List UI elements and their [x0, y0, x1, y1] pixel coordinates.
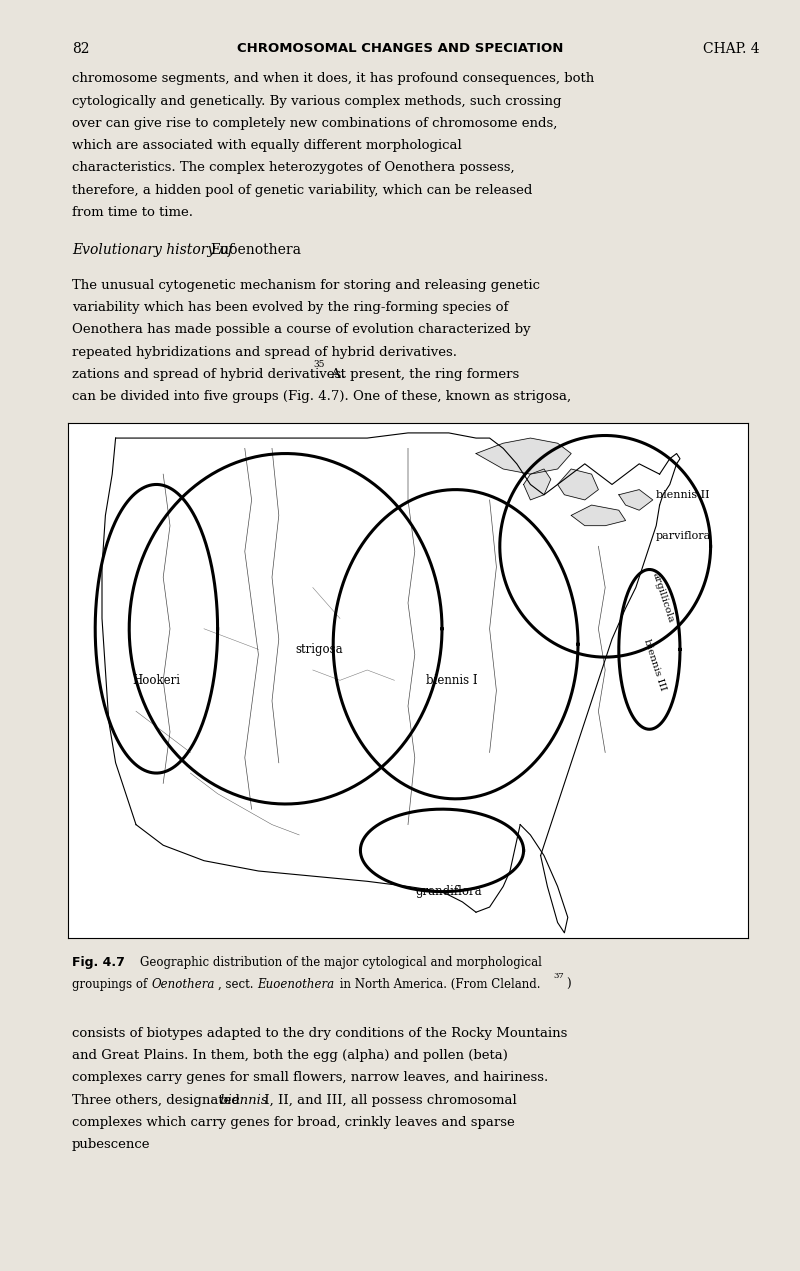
Text: argillicola: argillicola	[650, 572, 675, 624]
Text: cytologically and genetically. By various complex methods, such crossing: cytologically and genetically. By variou…	[72, 95, 562, 108]
Text: Fig. 4.7: Fig. 4.7	[72, 956, 125, 969]
Text: over can give rise to completely new combinations of chromosome ends,: over can give rise to completely new com…	[72, 117, 558, 130]
Text: from time to time.: from time to time.	[72, 206, 193, 219]
Text: strigosa: strigosa	[296, 643, 343, 656]
Text: 82: 82	[72, 42, 90, 56]
Text: pubescence: pubescence	[72, 1139, 150, 1152]
Polygon shape	[558, 469, 598, 500]
Text: CHAP. 4: CHAP. 4	[703, 42, 760, 56]
Text: biennis III: biennis III	[642, 638, 667, 691]
Text: The unusual cytogenetic mechanism for storing and releasing genetic: The unusual cytogenetic mechanism for st…	[72, 278, 540, 292]
Text: and Great Plains. In them, both the egg (alpha) and pollen (beta): and Great Plains. In them, both the egg …	[72, 1050, 508, 1063]
Text: grandiflora: grandiflora	[415, 885, 482, 899]
Text: Three others, designated: Three others, designated	[72, 1093, 244, 1107]
Text: consists of biotypes adapted to the dry conditions of the Rocky Mountains: consists of biotypes adapted to the dry …	[72, 1027, 567, 1040]
Text: repeated hybridizations and spread of hybrid derivatives.: repeated hybridizations and spread of hy…	[72, 346, 457, 358]
Text: parviflora: parviflora	[656, 531, 711, 541]
Text: ): )	[566, 979, 571, 991]
Text: biennis I: biennis I	[426, 674, 478, 686]
Text: Geographic distribution of the major cytological and morphological: Geographic distribution of the major cyt…	[140, 956, 542, 969]
Text: which are associated with equally different morphological: which are associated with equally differ…	[72, 139, 462, 153]
Polygon shape	[524, 469, 550, 500]
Text: in North America. (From Cleland.: in North America. (From Cleland.	[336, 979, 541, 991]
Text: biennis II: biennis II	[656, 489, 710, 500]
Polygon shape	[619, 489, 653, 510]
Text: complexes which carry genes for broad, crinkly leaves and sparse: complexes which carry genes for broad, c…	[72, 1116, 514, 1129]
Text: can be divided into five groups (Fig. 4.7). One of these, known as strigosa,: can be divided into five groups (Fig. 4.…	[72, 390, 571, 403]
Text: , sect.: , sect.	[218, 979, 257, 991]
Text: Evolutionary history of: Evolutionary history of	[72, 243, 238, 258]
Text: groupings of: groupings of	[72, 979, 151, 991]
Text: therefore, a hidden pool of genetic variability, which can be released: therefore, a hidden pool of genetic vari…	[72, 183, 532, 197]
Text: 37: 37	[554, 971, 564, 980]
Text: Euoenothera: Euoenothera	[258, 979, 334, 991]
Text: 35: 35	[313, 360, 325, 370]
Text: At present, the ring formers: At present, the ring formers	[326, 367, 519, 381]
Polygon shape	[476, 438, 571, 474]
Text: complexes carry genes for small flowers, narrow leaves, and hairiness.: complexes carry genes for small flowers,…	[72, 1071, 548, 1084]
Text: Hookeri: Hookeri	[133, 674, 181, 686]
Polygon shape	[571, 505, 626, 526]
Text: I, II, and III, all possess chromosomal: I, II, and III, all possess chromosomal	[260, 1093, 517, 1107]
Text: Oenothera has made possible a course of evolution characterized by: Oenothera has made possible a course of …	[72, 323, 530, 337]
Text: Oenothera: Oenothera	[152, 979, 215, 991]
Text: chromosome segments, and when it does, it has profound consequences, both: chromosome segments, and when it does, i…	[72, 72, 594, 85]
Text: Euoenothera: Euoenothera	[210, 243, 302, 258]
Text: variability which has been evolved by the ring-forming species of: variability which has been evolved by th…	[72, 301, 508, 314]
Text: biennis: biennis	[219, 1093, 268, 1107]
Text: CHROMOSOMAL CHANGES AND SPECIATION: CHROMOSOMAL CHANGES AND SPECIATION	[237, 42, 563, 55]
Text: characteristics. The complex heterozygotes of Oenothera possess,: characteristics. The complex heterozygot…	[72, 161, 514, 174]
Text: zations and spread of hybrid derivatives.: zations and spread of hybrid derivatives…	[72, 367, 346, 381]
